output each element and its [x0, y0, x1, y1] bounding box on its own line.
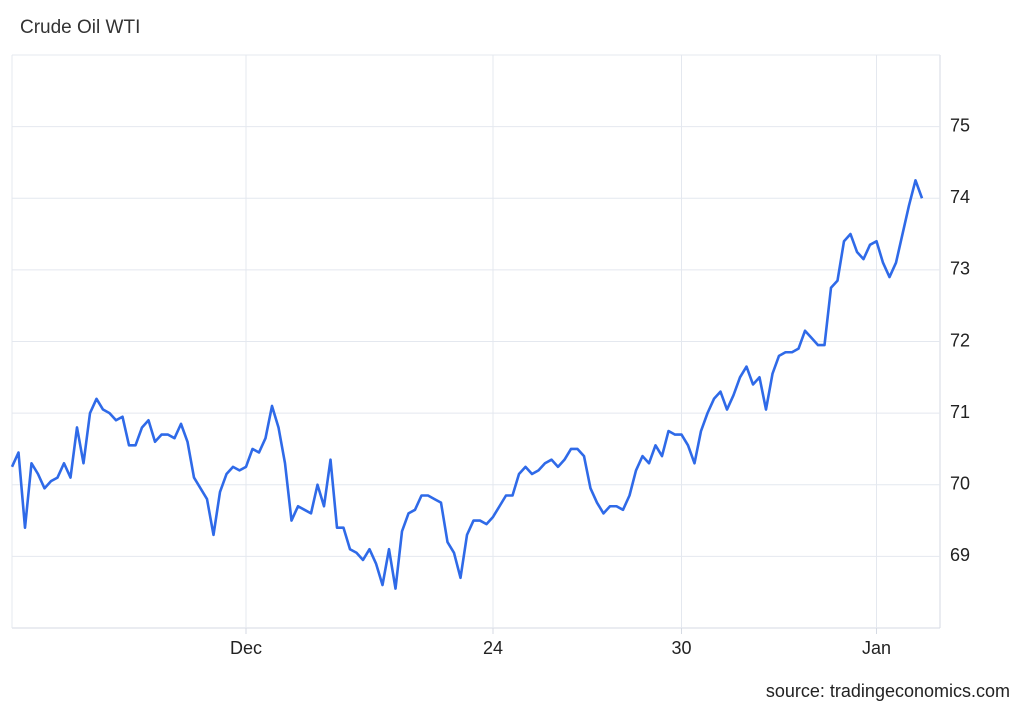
chart-title: Crude Oil WTI — [20, 17, 140, 38]
y-tick-label: 75 — [950, 115, 970, 135]
x-tick-label: Dec — [230, 638, 262, 658]
y-tick-label: 72 — [950, 330, 970, 350]
x-tick-label: Jan — [862, 638, 891, 658]
source: source: tradingeconomics.com — [766, 681, 1010, 701]
y-tick-label: 69 — [950, 545, 970, 565]
y-tick-label: 73 — [950, 259, 970, 279]
x-tick-label: 24 — [483, 638, 503, 658]
price-line — [10, 179, 924, 590]
y-tick-label: 71 — [950, 402, 970, 422]
y-tick-label: 74 — [950, 187, 970, 207]
y-tick-label: 70 — [950, 474, 970, 494]
x-tick-label: 30 — [671, 638, 691, 658]
